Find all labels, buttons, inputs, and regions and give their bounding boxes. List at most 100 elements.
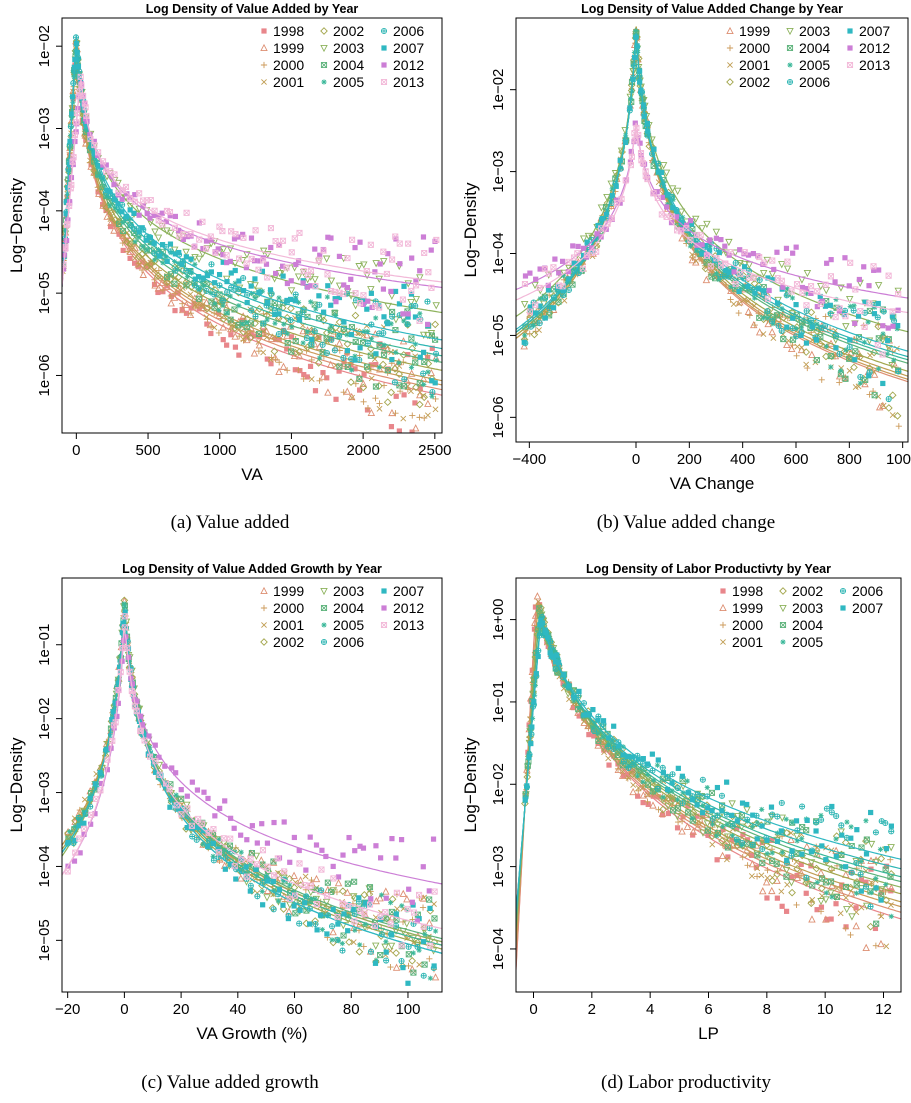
data-point [383,939,389,945]
x-tick-label: 200 [677,451,702,468]
data-point [178,795,185,802]
data-point [276,337,282,343]
data-point [410,902,416,908]
data-point [287,296,294,303]
data-point [599,215,606,222]
data-point [361,328,367,334]
legend-marker [726,78,734,86]
data-point [880,380,886,387]
data-point [849,870,855,876]
data-point [689,827,697,835]
data-point [600,734,606,740]
data-point [311,276,319,284]
legend-item-2001: 2001 [727,57,770,73]
data-point [120,247,126,254]
data-point [809,896,816,903]
data-point [93,785,99,792]
data-point [276,887,283,893]
data-point [822,915,830,923]
legend-label: 2012 [859,40,890,56]
data-point [757,277,763,283]
data-point [833,345,839,351]
data-point [576,705,582,711]
plot-frame [61,17,443,434]
x-tick-label: −400 [512,451,546,468]
plot-area [62,596,442,986]
data-point [367,241,374,248]
data-point [345,913,351,919]
data-point [268,904,277,912]
data-point [361,910,368,917]
data-point [655,786,661,792]
data-point [824,260,830,266]
chart-title: Log Density of Labor Productivty by Year [586,562,831,576]
data-point [591,728,597,734]
data-point [236,255,243,262]
data-point [265,878,271,884]
data-point [799,803,805,810]
data-point [264,863,271,870]
data-point [680,790,686,796]
data-point [764,308,770,314]
data-point [279,905,288,913]
legend-item-2003: 2003 [320,40,364,56]
data-point [236,278,242,284]
data-point [403,376,411,385]
data-point [881,308,887,315]
fit-line [62,35,442,341]
data-point [412,353,419,360]
data-point [634,773,641,779]
data-point [332,347,338,353]
legend-marker [260,638,268,646]
data-point [799,851,805,857]
data-point [784,286,790,292]
data-point [639,784,646,791]
legend-item-1998: 1998 [261,23,304,39]
legend-label: 1999 [273,40,304,56]
data-point [127,247,134,254]
data-point [315,256,322,263]
data-point [312,328,318,334]
series-2007 [516,33,908,387]
data-point [91,138,97,144]
data-point [427,942,434,949]
data-point [888,828,894,834]
data-point [708,789,716,796]
legend-marker [840,588,846,594]
data-point [669,780,675,786]
data-point [658,809,667,817]
data-point [768,877,777,885]
y-tick-label: 1e−01 [36,624,53,666]
data-point [421,973,427,979]
data-point [172,213,178,220]
data-point [841,311,847,318]
data-point [871,267,877,273]
data-point [312,921,319,927]
data-point [817,293,823,300]
data-point [416,391,424,399]
x-tick-label: 0 [72,442,80,459]
data-point [433,236,440,244]
x-tick-label: 8 [763,1001,771,1018]
data-point [808,915,816,923]
data-point [297,367,303,374]
data-point [120,220,126,226]
data-point [394,905,401,912]
data-point [714,857,720,863]
data-point [649,768,656,774]
data-point [243,335,251,344]
data-point [179,300,186,307]
data-point [521,339,527,345]
data-point [103,194,109,200]
legend-item-2013: 2013 [380,74,424,90]
data-point [320,342,326,348]
legend-label: 2000 [273,600,304,616]
data-point [401,318,407,324]
data-point [719,808,725,814]
data-point [232,344,239,350]
data-point [750,842,756,848]
data-point [832,314,839,321]
data-point [307,834,313,840]
legend-label: 2007 [393,583,424,599]
data-point [159,242,166,248]
